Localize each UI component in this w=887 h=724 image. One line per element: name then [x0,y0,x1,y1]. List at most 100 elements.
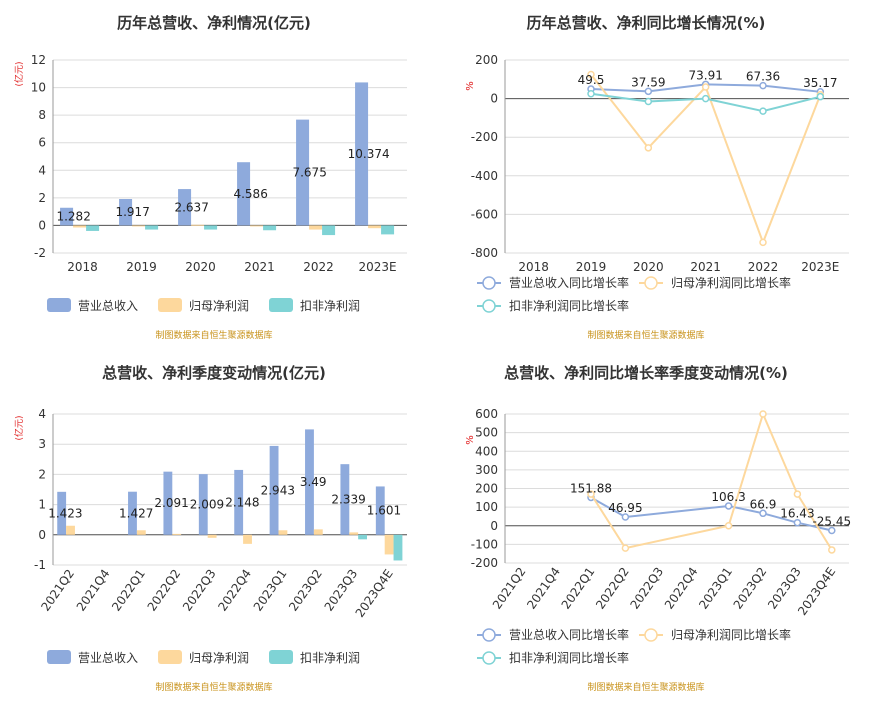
y-tick-label: 0 [38,218,46,232]
chart-title: 总营收、净利同比增长率季度变动情况(%) [504,364,788,382]
bar [305,429,314,535]
y-tick-label: 12 [31,53,46,67]
bar [355,82,369,226]
data-label: 73.91 [688,68,722,82]
data-label: 2.009 [190,497,224,511]
data-label: 151.88 [570,481,612,495]
bar [119,199,133,226]
y-tick-label: -2 [34,246,46,260]
x-tick-label: 2023Q1 [696,565,735,612]
legend-label: 归母净利润 [189,299,249,313]
y-tick-label: -600 [471,207,498,221]
x-tick-label: 2018 [518,260,549,274]
y-tick-label: 8 [38,108,46,122]
bar [128,491,137,535]
data-point [644,97,653,106]
chart-title: 历年总营收、净利同比增长情况(%) [527,14,766,32]
x-tick-label: 2022 [748,260,779,274]
legend-marker [644,276,658,290]
data-label: 66.9 [750,497,777,511]
y-tick-label: 10 [31,81,46,95]
y-tick-label: -100 [471,537,498,551]
y-tick-label: 2 [38,467,46,481]
legend-swatch [158,298,182,312]
data-point [621,544,630,552]
data-label: 4.586 [233,187,267,201]
quarterly-value-chart: 总营收、净利季度变动情况(亿元)(亿元)-1012342021Q22021Q42… [13,364,407,693]
bar [234,469,244,535]
data-point [724,502,733,510]
data-point [759,107,767,115]
bar [384,534,394,555]
y-tick-label: 600 [475,407,498,421]
data-label: 1.917 [115,205,149,219]
x-tick-label: 2020 [633,260,664,274]
y-tick-label: 100 [475,500,498,514]
bar [349,532,359,535]
quarterly-growth-chart: 总营收、净利同比增长率季度变动情况(%)% -200 -100 0 100 200 300 4… [465,364,851,693]
x-tick-label: 2019 [576,260,607,274]
source-note: 制图数据来自恒生聚源数据库 [155,329,272,341]
bar [340,464,350,535]
bar [163,471,173,535]
legend-label: 营业总收入 [78,651,138,665]
bar [86,225,100,231]
data-point [644,87,653,96]
x-tick-label: 2019 [126,260,157,274]
annual-value-chart: 历年总营收、净利情况(亿元) (亿元) -2 0 2 4 6 8 10 12 2018 2019 202… [13,14,407,341]
source-note: 制图数据来自恒生聚源数据库 [587,329,704,341]
data-label: -25.45 [812,514,851,528]
x-tick-label: 2022Q3 [627,565,666,612]
bar [296,119,310,226]
bar [322,225,336,236]
annual-growth-chart: 历年总营收、净利同比增长情况(%)% -800 -600 -400 -200 0 200 20… [465,14,849,341]
data-point [644,144,653,152]
legend-swatch [269,298,293,312]
legend-swatch [47,650,71,664]
x-tick-label: 2022Q2 [593,565,632,612]
x-tick-label: 2023E [801,260,839,274]
data-label: 37.59 [631,75,665,89]
y-axis-unit: % [465,81,476,91]
source-note: 制图数据来自恒生聚源数据库 [587,681,704,693]
bar [309,225,323,230]
data-point [759,509,767,518]
chart-title: 历年总营收、净利情况(亿元) [117,14,311,32]
data-point [828,526,836,535]
bar [132,225,146,227]
bar [60,207,74,226]
y-tick-label: 300 [475,463,498,477]
bar [57,491,67,535]
data-point [759,81,767,90]
x-tick-label: 2021 [244,260,275,274]
bar [381,225,395,235]
legend-label: 扣非净利润 [300,651,360,665]
data-label: 7.675 [292,166,326,180]
y-axis-unit: (亿元) [13,415,25,440]
chart-title: 总营收、净利季度变动情况(亿元) [102,364,326,382]
x-tick-label: 2018 [67,260,98,274]
bar [393,534,403,561]
x-tick-label: 2022Q2 [145,567,184,614]
y-tick-label: 500 [475,426,498,440]
legend-marker [482,628,496,642]
x-tick-label: 2023Q2 [286,567,325,614]
bar [358,534,367,540]
y-tick-label: 4 [38,163,46,177]
data-point [587,70,595,79]
y-tick-label: 200 [475,53,498,67]
y-tick-label: 1 [38,498,46,512]
x-tick-label: 2022Q3 [180,567,219,614]
legend-marker [644,628,658,642]
legend-label: 营业总收入同比增长率 [509,627,629,642]
data-label: 67.36 [746,70,780,84]
data-point [621,513,630,521]
y-tick-label: 2 [38,191,46,205]
x-tick-label: 2023Q2 [731,565,770,612]
y-tick-label: 0 [38,528,46,542]
legend-marker [482,299,496,313]
bar [243,534,252,544]
y-axis-unit: (亿元) [13,61,25,86]
bar [250,225,264,227]
data-label: 1.427 [119,506,153,520]
